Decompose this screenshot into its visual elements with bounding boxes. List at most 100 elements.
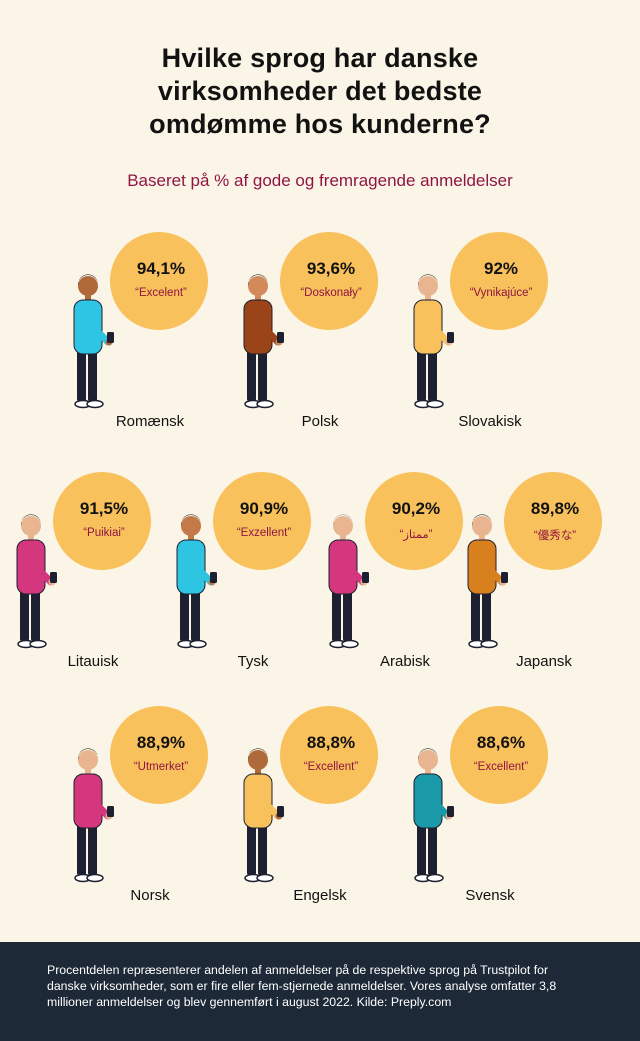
phone-icon bbox=[107, 806, 114, 817]
percent-value: 90,9% bbox=[239, 499, 289, 518]
person-head bbox=[418, 276, 438, 296]
person-shoe bbox=[256, 399, 274, 409]
title-line: omdømme hos kunderne? bbox=[149, 109, 491, 139]
phone-icon bbox=[277, 806, 284, 817]
percent-circle bbox=[504, 472, 602, 570]
person-head bbox=[78, 276, 98, 296]
person-neck bbox=[340, 534, 346, 542]
footer-text: Procentdelen repræsenterer andelen af an… bbox=[47, 963, 557, 1009]
person-illustration bbox=[413, 748, 454, 883]
excellent-word: “Vynikajúce” bbox=[469, 287, 533, 299]
person-arm bbox=[262, 776, 282, 820]
phone-icon bbox=[210, 572, 217, 583]
person-arm bbox=[35, 542, 55, 586]
person-neck bbox=[479, 534, 485, 542]
percent-value: 91,5% bbox=[79, 499, 129, 518]
person-leg bbox=[258, 350, 267, 402]
language-card: 88,9% “Utmerket” Norsk bbox=[50, 706, 250, 911]
phone-icon bbox=[107, 332, 114, 343]
person-shoe bbox=[86, 873, 104, 883]
person-leg bbox=[77, 350, 86, 402]
percent-value: 88,9% bbox=[136, 733, 186, 752]
person-arm bbox=[432, 302, 452, 346]
language-card: 92% “Vynikajúce” Slovakisk bbox=[390, 232, 590, 437]
excellent-word: “Utmerket” bbox=[133, 761, 189, 773]
person-neck bbox=[85, 768, 91, 776]
person-neck bbox=[425, 768, 431, 776]
title-line: virksomheder det bedste bbox=[157, 76, 483, 106]
percent-circle bbox=[450, 232, 548, 330]
percent-circle bbox=[110, 706, 208, 804]
person-neck bbox=[425, 294, 431, 302]
language-card: 90,2% “ممتاز” Arabisk bbox=[305, 472, 505, 677]
phone-icon bbox=[277, 332, 284, 343]
person-leg bbox=[88, 824, 97, 876]
person-shoe bbox=[189, 639, 207, 649]
person-leg bbox=[77, 824, 86, 876]
person-head bbox=[418, 750, 438, 770]
percent-circle bbox=[280, 232, 378, 330]
excellent-word: “Excellent” bbox=[303, 761, 359, 773]
person-leg bbox=[247, 824, 256, 876]
person-illustration bbox=[16, 514, 57, 649]
percent-value: 89,8% bbox=[530, 499, 580, 518]
person-leg bbox=[258, 824, 267, 876]
person-leg bbox=[191, 590, 200, 642]
person-leg bbox=[332, 590, 341, 642]
percent-value: 94,1% bbox=[136, 259, 186, 278]
language-card: 91,5% “Puikiai” Litauisk bbox=[0, 472, 193, 677]
person-shoe bbox=[426, 873, 444, 883]
excellent-word: “ممتاز” bbox=[399, 529, 433, 541]
person-leg bbox=[31, 590, 40, 642]
person-illustration bbox=[467, 514, 508, 649]
phone-icon bbox=[447, 332, 454, 343]
person-leg bbox=[471, 590, 480, 642]
language-name: Svensk bbox=[465, 887, 515, 904]
person-shoe bbox=[29, 639, 47, 649]
person-leg bbox=[180, 590, 189, 642]
person-arm bbox=[195, 542, 215, 586]
percent-circle bbox=[110, 232, 208, 330]
person-leg bbox=[247, 350, 256, 402]
person-leg bbox=[428, 350, 437, 402]
percent-circle bbox=[365, 472, 463, 570]
excellent-word: “Doskonały” bbox=[300, 287, 362, 299]
person-leg bbox=[343, 590, 352, 642]
person-illustration bbox=[413, 274, 454, 409]
language-name: Japansk bbox=[516, 653, 572, 670]
person-neck bbox=[28, 534, 34, 542]
person-arm bbox=[92, 776, 112, 820]
person-illustration bbox=[176, 514, 217, 649]
person-leg bbox=[88, 350, 97, 402]
person-neck bbox=[85, 294, 91, 302]
person-shoe bbox=[256, 873, 274, 883]
person-arm bbox=[432, 776, 452, 820]
person-arm bbox=[262, 302, 282, 346]
language-name: Polsk bbox=[301, 413, 339, 430]
title-line: Hvilke sprog har danske bbox=[161, 43, 479, 73]
person-head bbox=[333, 516, 353, 536]
percent-circle bbox=[213, 472, 311, 570]
language-card: 88,8% “Excellent” Engelsk bbox=[220, 706, 420, 911]
person-illustration bbox=[328, 514, 369, 649]
person-shoe bbox=[341, 639, 359, 649]
phone-icon bbox=[50, 572, 57, 583]
person-head bbox=[21, 516, 41, 536]
person-head bbox=[472, 516, 492, 536]
percent-value: 88,8% bbox=[306, 733, 356, 752]
excellent-word: “優秀な” bbox=[533, 530, 577, 542]
percent-value: 88,6% bbox=[476, 733, 526, 752]
language-card: 88,6% “Excellent” Svensk bbox=[390, 706, 590, 911]
excellent-word: “Excelent” bbox=[135, 287, 187, 299]
person-arm bbox=[347, 542, 367, 586]
person-shoe bbox=[426, 399, 444, 409]
person-head bbox=[248, 750, 268, 770]
language-name: Engelsk bbox=[293, 887, 347, 904]
person-shoe bbox=[86, 399, 104, 409]
percent-value: 92% bbox=[483, 259, 519, 278]
language-card: 93,6% “Doskonały” Polsk bbox=[220, 232, 420, 437]
language-name: Arabisk bbox=[379, 653, 431, 670]
person-leg bbox=[417, 350, 426, 402]
person-neck bbox=[255, 768, 261, 776]
page-subtitle: Baseret på % af gode og fremragende anme… bbox=[127, 171, 513, 190]
